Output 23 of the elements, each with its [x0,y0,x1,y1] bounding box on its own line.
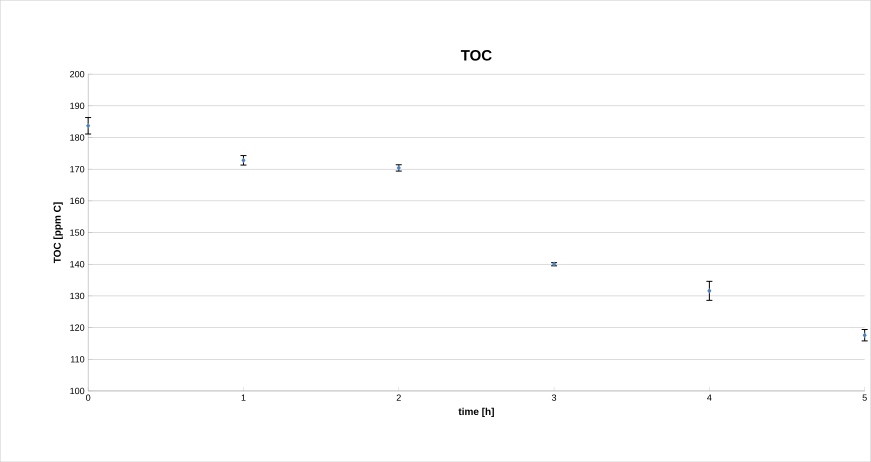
x-tick-label: 2 [396,394,401,401]
x-tick-label: 0 [86,394,90,401]
y-tick-label: 170 [70,166,84,172]
y-tick-label: 120 [70,324,84,331]
y-tick-label: 180 [70,134,84,141]
point [86,123,90,128]
y-tick-label: 130 [70,292,84,300]
y-tick-label: 150 [70,229,84,236]
point [241,158,246,163]
x-axis-title: time [h] [458,408,494,417]
point [707,288,712,294]
y-tick-label: 140 [70,260,84,268]
y-tick-label: 160 [70,198,84,204]
x-tick-label: 1 [242,394,246,401]
y-tick-label: 110 [70,356,84,362]
y-tick-label: 100 [70,388,84,394]
y-axis-title: TOC [ppm C] [53,202,63,264]
chart-title: TOC [460,50,492,61]
y-tick-label: 190 [70,102,84,109]
y-tick-label: 200 [70,70,84,78]
x-tick-label: 5 [862,394,867,401]
x-tick-label: 4 [707,394,712,401]
x-tick-label: 3 [552,394,556,401]
